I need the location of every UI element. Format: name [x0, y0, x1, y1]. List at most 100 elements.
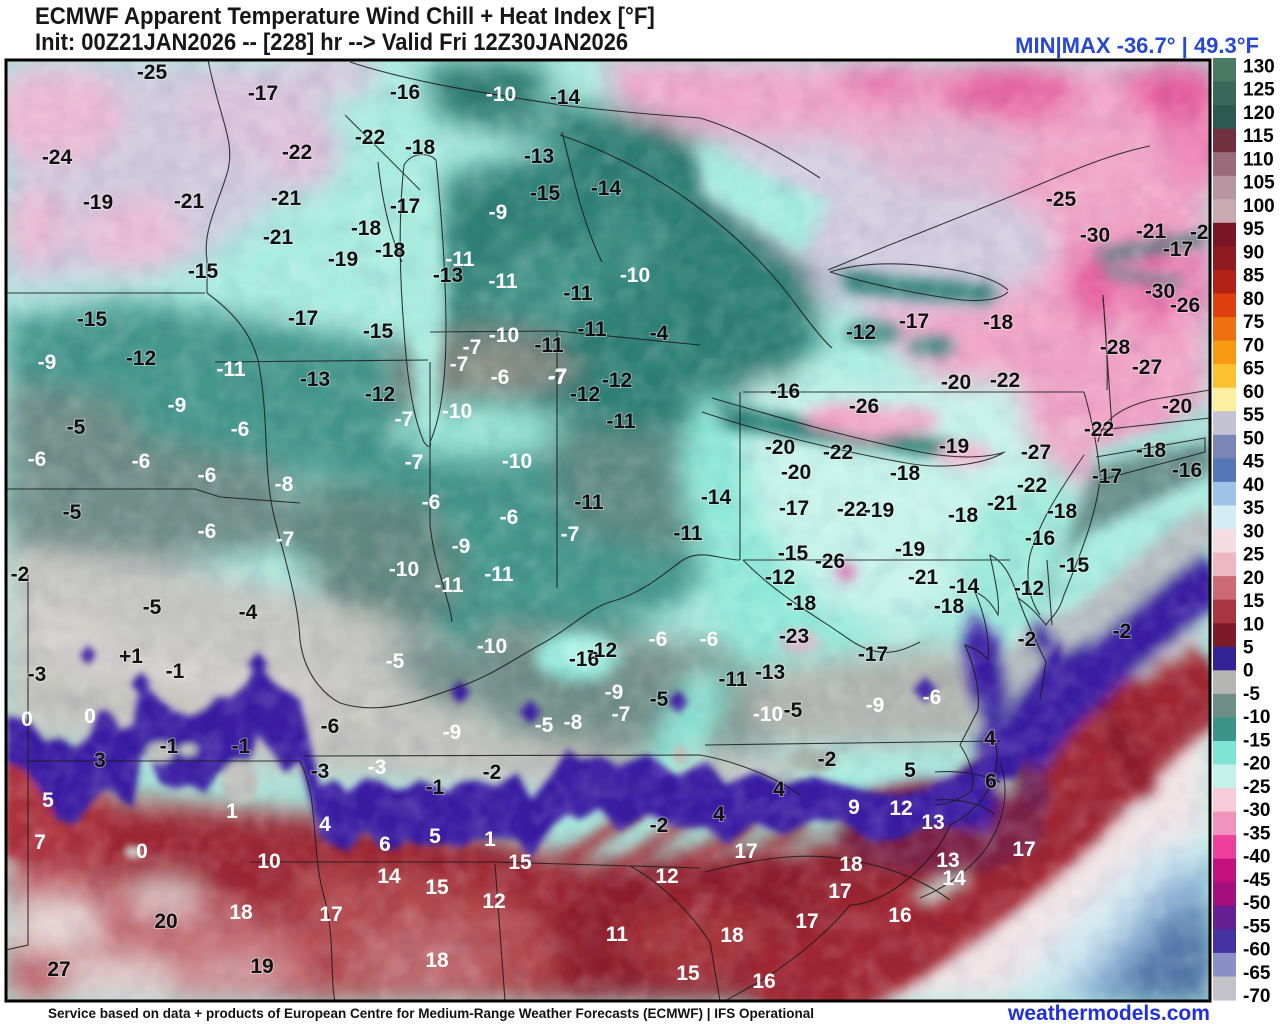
svg-text:-45: -45 — [1243, 870, 1271, 891]
svg-text:-6: -6 — [198, 464, 217, 487]
svg-text:-5: -5 — [784, 699, 803, 722]
svg-text:-18: -18 — [1136, 439, 1167, 462]
svg-text:50: 50 — [1243, 428, 1264, 449]
svg-text:-6: -6 — [422, 491, 441, 514]
svg-text:-27: -27 — [1021, 441, 1051, 464]
svg-text:125: 125 — [1243, 80, 1275, 101]
svg-text:-7: -7 — [395, 408, 414, 431]
svg-text:-12: -12 — [846, 321, 876, 344]
svg-text:16: 16 — [752, 970, 775, 993]
svg-text:-3: -3 — [368, 756, 387, 779]
svg-text:-7: -7 — [612, 703, 631, 726]
svg-text:-9: -9 — [866, 694, 885, 717]
svg-text:18: 18 — [425, 949, 449, 972]
svg-text:25: 25 — [1243, 545, 1265, 566]
svg-text:17: 17 — [319, 903, 342, 926]
svg-text:-9: -9 — [443, 721, 462, 744]
svg-text:-10: -10 — [486, 83, 516, 106]
svg-text:-9: -9 — [38, 351, 57, 374]
svg-text:-19: -19 — [895, 538, 925, 561]
svg-text:18: 18 — [839, 853, 863, 876]
svg-text:105: 105 — [1243, 173, 1275, 194]
svg-text:11: 11 — [606, 923, 629, 946]
svg-text:-25: -25 — [1243, 777, 1271, 798]
svg-text:-13: -13 — [524, 145, 554, 168]
svg-text:15: 15 — [425, 876, 449, 899]
svg-text:-17: -17 — [390, 195, 420, 218]
svg-text:-11: -11 — [577, 318, 607, 341]
svg-text:27: 27 — [47, 958, 70, 981]
svg-text:-11: -11 — [563, 282, 593, 305]
svg-text:-18: -18 — [934, 595, 965, 618]
svg-text:75: 75 — [1243, 312, 1265, 333]
svg-text:4: 4 — [984, 727, 996, 750]
svg-text:80: 80 — [1243, 289, 1264, 310]
svg-text:-21: -21 — [908, 566, 939, 589]
svg-text:-20: -20 — [1243, 754, 1270, 775]
svg-text:-6: -6 — [923, 686, 942, 709]
svg-text:45: 45 — [1243, 452, 1265, 473]
svg-text:-7: -7 — [405, 451, 424, 474]
svg-text:-6: -6 — [500, 506, 519, 529]
svg-text:-5: -5 — [143, 596, 162, 619]
svg-text:9: 9 — [848, 796, 860, 819]
svg-text:15: 15 — [676, 962, 700, 985]
svg-text:-12: -12 — [570, 383, 600, 406]
svg-text:0: 0 — [21, 708, 33, 731]
svg-text:-26: -26 — [1170, 294, 1200, 317]
svg-text:100: 100 — [1243, 196, 1275, 217]
svg-text:-1: -1 — [166, 660, 185, 683]
svg-text:-30: -30 — [1080, 224, 1110, 247]
svg-text:-19: -19 — [328, 248, 358, 271]
svg-text:-12: -12 — [602, 369, 632, 392]
svg-text:-22: -22 — [1084, 418, 1114, 441]
svg-text:120: 120 — [1243, 103, 1275, 124]
svg-text:-2: -2 — [1113, 620, 1132, 643]
svg-text:17: 17 — [795, 910, 818, 933]
svg-text:13: 13 — [921, 811, 944, 834]
svg-text:-6: -6 — [132, 450, 151, 473]
svg-text:4: 4 — [773, 778, 785, 801]
svg-text:-20: -20 — [781, 461, 811, 484]
svg-text:-18: -18 — [375, 239, 406, 262]
svg-text:-50: -50 — [1243, 893, 1270, 914]
svg-text:14: 14 — [377, 865, 401, 888]
svg-text:4: 4 — [319, 813, 331, 836]
svg-text:0: 0 — [1243, 661, 1254, 682]
svg-text:65: 65 — [1243, 359, 1265, 380]
svg-text:-15: -15 — [1243, 731, 1271, 752]
svg-text:7: 7 — [34, 831, 46, 854]
svg-text:-11: -11 — [606, 410, 636, 433]
svg-text:-10: -10 — [477, 635, 507, 658]
svg-text:-10: -10 — [620, 264, 650, 287]
svg-text:12: 12 — [482, 890, 505, 913]
svg-text:-7: -7 — [549, 365, 568, 388]
svg-text:95: 95 — [1243, 219, 1265, 240]
svg-text:-7: -7 — [463, 336, 482, 359]
svg-text:-10: -10 — [489, 324, 519, 347]
svg-text:-7: -7 — [276, 528, 295, 551]
svg-text:4: 4 — [713, 803, 725, 826]
svg-text:17: 17 — [828, 880, 851, 903]
svg-text:-18: -18 — [1047, 500, 1078, 523]
svg-text:-2: -2 — [11, 563, 30, 586]
svg-text:-14: -14 — [701, 486, 732, 509]
svg-text:12: 12 — [655, 865, 678, 888]
svg-text:115: 115 — [1243, 126, 1274, 147]
svg-text:-1: -1 — [232, 735, 251, 758]
svg-text:-2: -2 — [818, 748, 837, 771]
svg-text:-22: -22 — [990, 369, 1020, 392]
svg-text:-1: -1 — [160, 735, 179, 758]
svg-text:0: 0 — [136, 840, 148, 863]
svg-text:-2: -2 — [1018, 628, 1037, 651]
svg-text:-22: -22 — [823, 441, 853, 464]
svg-text:10: 10 — [257, 850, 280, 873]
svg-text:-6: -6 — [700, 628, 719, 651]
svg-text:-15: -15 — [778, 542, 809, 565]
svg-text:-14: -14 — [591, 177, 622, 200]
svg-text:-21: -21 — [174, 190, 205, 213]
svg-text:15: 15 — [508, 851, 532, 874]
svg-text:-28: -28 — [1100, 336, 1131, 359]
svg-text:5: 5 — [1243, 638, 1254, 659]
svg-text:6: 6 — [379, 833, 391, 856]
